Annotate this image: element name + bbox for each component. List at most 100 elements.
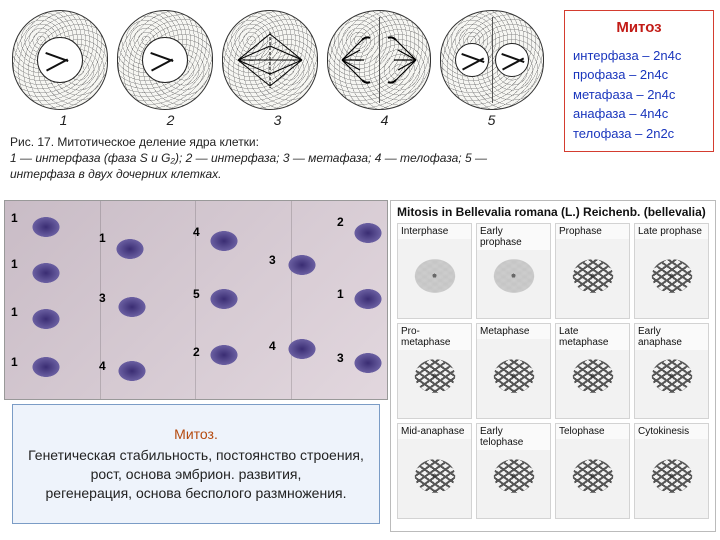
micro-left-label: 1	[11, 305, 18, 319]
micro-left-label: 1	[337, 287, 344, 301]
micrograph-left: 1 1 1 1 1 3 4 4 5 2 3 4 2 1 3	[4, 200, 388, 400]
mitosis-formula-row: метафаза – 2n4c	[573, 85, 705, 105]
chromosome-swirl-icon	[563, 351, 623, 401]
mitosis-cells-row	[0, 0, 555, 110]
micro-grid-label: Prophase	[556, 224, 629, 239]
caption-body: Генетическая стабильность, постоянство с…	[28, 447, 364, 501]
num: 1	[60, 112, 68, 128]
micro-left-label: 1	[99, 231, 106, 245]
chromosome-swirl-icon	[563, 451, 623, 501]
micro-left-label: 3	[99, 291, 106, 305]
num: 4	[381, 112, 389, 128]
micro-grid-label: Pro-metaphase	[398, 324, 471, 350]
anaphase-icon	[334, 20, 424, 100]
num: 3	[274, 112, 282, 128]
cell-3	[222, 10, 318, 110]
micro-grid-label: Early anaphase	[635, 324, 708, 350]
micro-left-label: 5	[193, 287, 200, 301]
mitosis-box-title: Митоз	[573, 17, 705, 40]
micro-grid-cell: Early telophase	[476, 423, 551, 519]
chromatin-blob-icon	[111, 235, 149, 263]
mitosis-formula-row: профаза – 2n4c	[573, 65, 705, 85]
chromosome-swirl-icon	[484, 251, 544, 301]
chromatin-blob-icon	[113, 293, 151, 321]
micro-grid-label: Early prophase	[477, 224, 550, 250]
micro-left-label: 3	[269, 253, 276, 267]
micro-grid-label: Cytokinesis	[635, 424, 708, 439]
micro-grid-cell: Metaphase	[476, 323, 551, 419]
chromatin-blob-icon	[27, 305, 65, 333]
nucleus-icon	[142, 37, 188, 83]
chromatin-blob-icon	[205, 285, 243, 313]
micro-left-label: 4	[99, 359, 106, 373]
chromatin-blob-icon	[205, 227, 243, 255]
spindle-icon	[230, 20, 310, 100]
chromosome-swirl-icon	[484, 451, 544, 501]
micrograph-right: Mitosis in Bellevalia romana (L.) Reiche…	[390, 200, 716, 532]
nucleus-icon	[37, 37, 83, 83]
micro-grid-cell: Pro-metaphase	[397, 323, 472, 419]
cell-1	[12, 10, 108, 110]
figure-caption: Рис. 17. Митотическое деление ядра клетк…	[0, 130, 555, 189]
micro-grid-label: Mid-anaphase	[398, 424, 471, 439]
chromosome-swirl-icon	[405, 451, 465, 501]
chromosome-swirl-icon	[642, 451, 702, 501]
chromosome-swirl-icon	[563, 251, 623, 301]
chromatin-blob-icon	[27, 213, 65, 241]
micro-grid-label: Telophase	[556, 424, 629, 439]
micro-left-label: 3	[337, 351, 344, 365]
micro-grid-cell: Cytokinesis	[634, 423, 709, 519]
caption-lead: Рис. 17. Митотическое деление ядра клетк…	[10, 134, 545, 150]
micro-left-label: 4	[269, 339, 276, 353]
caption-phases: 1 — интерфаза (фаза S и G₂); 2 — интерфа…	[10, 150, 545, 182]
cell-numbers: 1 2 3 4 5	[0, 110, 555, 130]
chromosome-swirl-icon	[405, 251, 465, 301]
micro-grid-cell: Prophase	[555, 223, 630, 319]
micro-left-label: 1	[11, 257, 18, 271]
micro-grid-cell: Mid-anaphase	[397, 423, 472, 519]
cell-5	[440, 10, 544, 110]
micro-left-label: 1	[11, 355, 18, 369]
micro-left-label: 2	[193, 345, 200, 359]
micro-grid-label: Interphase	[398, 224, 471, 239]
num: 5	[488, 112, 496, 128]
mitosis-formula-row: анафаза – 4n4c	[573, 104, 705, 124]
micro-grid-cell: Late prophase	[634, 223, 709, 319]
chromatin-blob-icon	[283, 335, 321, 363]
chromatin-blob-icon	[349, 285, 387, 313]
caption-card: Митоз. Генетическая стабильность, постоя…	[12, 404, 380, 524]
mitosis-formula-row: телофаза – 2n2c	[573, 124, 705, 144]
mitosis-formula-box: Митоз интерфаза – 2n4cпрофаза – 2n4cмета…	[564, 10, 714, 152]
chromosome-swirl-icon	[484, 351, 544, 401]
micro-grid-label: Late prophase	[635, 224, 708, 239]
nucleus-icon	[495, 43, 529, 77]
num: 2	[167, 112, 175, 128]
cell-4	[327, 10, 431, 110]
chromosome-swirl-icon	[642, 351, 702, 401]
chromosome-swirl-icon	[405, 351, 465, 401]
micro-left-label: 4	[193, 225, 200, 239]
chromatin-blob-icon	[349, 349, 387, 377]
micro-left-label: 2	[337, 215, 344, 229]
micro-grid-label: Early telophase	[477, 424, 550, 450]
top-diagram-band: 1 2 3 4 5 Рис. 17. Митотическое деление …	[0, 0, 555, 192]
micro-right-title: Mitosis in Bellevalia romana (L.) Reiche…	[391, 201, 715, 221]
chromatin-blob-icon	[27, 353, 65, 381]
chromatin-blob-icon	[205, 341, 243, 369]
nucleus-icon	[455, 43, 489, 77]
micro-grid-cell: Late metaphase	[555, 323, 630, 419]
mitosis-formula-row: интерфаза – 2n4c	[573, 46, 705, 66]
micro-grid-cell: Telophase	[555, 423, 630, 519]
caption-heading: Митоз.	[27, 425, 365, 444]
micro-grid-cell: Early prophase	[476, 223, 551, 319]
micro-left-label: 1	[11, 211, 18, 225]
cell-2	[117, 10, 213, 110]
chromatin-blob-icon	[283, 251, 321, 279]
micro-grid-cell: Interphase	[397, 223, 472, 319]
chromatin-blob-icon	[27, 259, 65, 287]
micro-grid-label: Late metaphase	[556, 324, 629, 350]
chromatin-blob-icon	[349, 219, 387, 247]
chromatin-blob-icon	[113, 357, 151, 385]
micro-grid-label: Metaphase	[477, 324, 550, 339]
chromosome-swirl-icon	[642, 251, 702, 301]
